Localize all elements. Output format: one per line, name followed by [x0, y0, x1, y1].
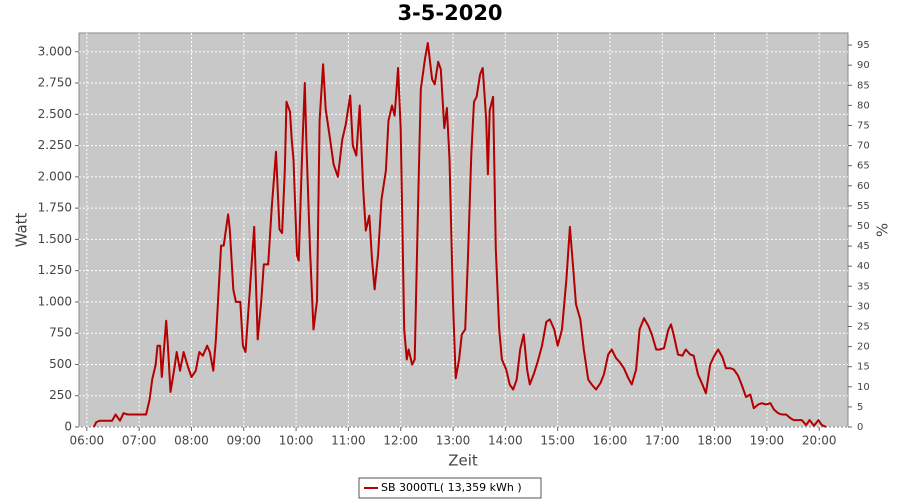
y2-tick-label: 65 [857, 161, 870, 172]
y-tick-label: 2.750 [38, 76, 72, 90]
x-tick-label: 10:00 [279, 434, 314, 448]
x-tick-label: 07:00 [122, 434, 157, 448]
y-tick-label: 2.000 [38, 169, 72, 183]
y2-tick-label: 35 [857, 281, 870, 292]
y2-axis-label: % [874, 223, 892, 237]
x-tick-label: 17:00 [645, 434, 680, 448]
x-tick-label: 14:00 [488, 434, 523, 448]
y2-tick-label: 0 [857, 422, 863, 433]
x-tick-label: 13:00 [436, 434, 471, 448]
y2-tick-label: 85 [857, 80, 870, 91]
legend: SB 3000TL( 13,359 kWh ) [358, 477, 542, 499]
y-tick-label: 250 [49, 388, 72, 402]
chart-title: 3-5-2020 [397, 1, 502, 25]
y-tick-label: 3.000 [38, 44, 72, 58]
x-tick-label: 15:00 [540, 434, 575, 448]
x-tick-label: 16:00 [593, 434, 628, 448]
y-tick-label: 750 [49, 326, 72, 340]
y2-tick-label: 70 [857, 141, 870, 152]
line-series [92, 42, 827, 428]
x-axis-label: Zeit [448, 452, 478, 470]
x-tick-label: 20:00 [802, 434, 837, 448]
y2-tick-label: 80 [857, 100, 870, 111]
y2-tick-label: 25 [857, 321, 870, 332]
x-tick-label: 09:00 [226, 434, 261, 448]
y2-tick-label: 30 [857, 301, 870, 312]
y-tick-label: 2.500 [38, 107, 72, 121]
legend-box [358, 477, 542, 499]
y-tick-label: 1.750 [38, 201, 72, 215]
y2-tick-label: 15 [857, 362, 870, 373]
y2-tick-label: 40 [857, 261, 870, 272]
y-tick-label: 2.250 [38, 138, 72, 152]
x-tick-label: 11:00 [331, 434, 366, 448]
y-tick-label: 500 [49, 357, 72, 371]
y2-tick-label: 95 [857, 40, 870, 51]
y2-tick-label: 20 [857, 342, 870, 353]
y-tick-label: 1.250 [38, 263, 72, 277]
y2-tick-label: 55 [857, 201, 870, 212]
x-tick-label: 19:00 [750, 434, 785, 448]
plot-area [78, 32, 849, 428]
y-tick-label: 0 [64, 420, 72, 434]
y2-tick-label: 60 [857, 181, 870, 192]
x-tick-label: 12:00 [383, 434, 418, 448]
y2-tick-label: 45 [857, 241, 870, 252]
y-tick-label: 1.500 [38, 232, 72, 246]
x-tick-label: 08:00 [174, 434, 209, 448]
y-tick-label: 1.000 [38, 294, 72, 308]
x-tick-label: 18:00 [697, 434, 732, 448]
y2-tick-label: 75 [857, 120, 870, 131]
legend-label: SB 3000TL( 13,359 kWh ) [381, 481, 522, 494]
y2-tick-label: 5 [857, 402, 863, 413]
y2-tick-label: 50 [857, 221, 870, 232]
y2-tick-label: 90 [857, 60, 870, 71]
x-tick-label: 06:00 [70, 434, 105, 448]
y2-tick-label: 10 [857, 382, 870, 393]
y-axis-label: Watt [13, 212, 31, 247]
